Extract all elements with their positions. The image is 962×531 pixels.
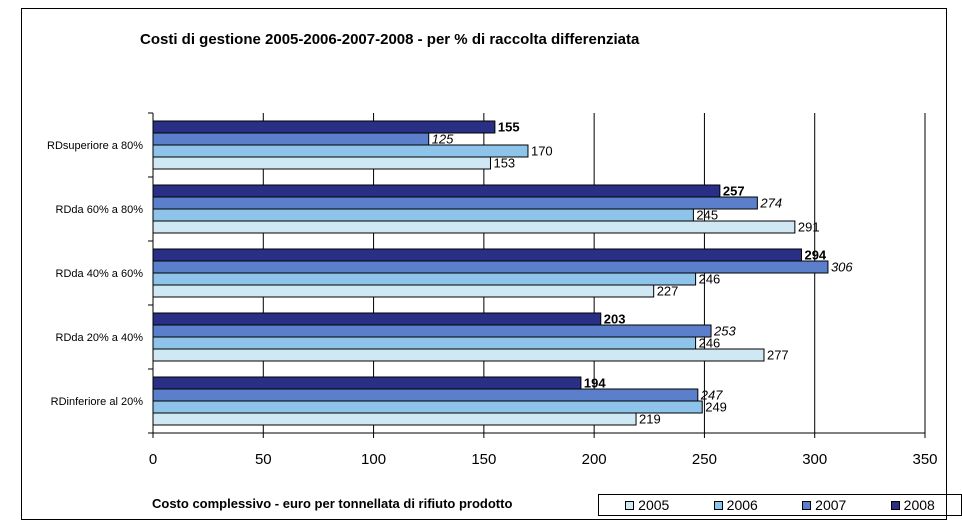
bar [152, 132, 430, 146]
bar [152, 412, 637, 426]
legend: 2005 2006 2007 2008 [598, 494, 962, 516]
data-label: 153 [493, 156, 515, 171]
category-label: RDda 20% a 40% [56, 332, 144, 344]
data-label: 294 [804, 248, 826, 263]
data-label: 247 [700, 388, 723, 403]
chart-frame: Costi di gestione 2005-2006-2007-2008 - … [21, 8, 962, 520]
data-label: 170 [531, 144, 553, 159]
data-label: 246 [699, 336, 721, 351]
category-label: RDda 40% a 60% [56, 268, 144, 280]
x-tick-label: 200 [582, 451, 607, 468]
data-label: 277 [767, 348, 789, 363]
bar [152, 220, 796, 234]
legend-label: 2007 [815, 497, 847, 513]
x-tick-label: 250 [692, 451, 717, 468]
x-axis-label: Costo complessivo - euro per tonnellata … [152, 496, 513, 511]
legend-swatch [713, 500, 723, 510]
bar [152, 260, 829, 274]
bar [152, 312, 602, 326]
legend-swatch [890, 500, 900, 510]
bar [152, 400, 703, 414]
x-tick-label: 100 [361, 451, 386, 468]
chart-title: Costi di gestione 2005-2006-2007-2008 - … [140, 31, 640, 48]
x-tick-label: 150 [471, 451, 496, 468]
bar-chart: 0 50 100 150 200 250 300 350 RDsuperiore a 80% 15… [47, 112, 938, 468]
legend-label: 2005 [638, 497, 670, 513]
bar [152, 208, 694, 222]
legend-swatch [802, 500, 812, 510]
data-label: 203 [604, 312, 626, 327]
category-label: RDsuperiore a 80% [47, 140, 143, 152]
x-tick-label: 50 [255, 451, 272, 468]
data-label: 227 [657, 284, 679, 299]
legend-label: 2006 [726, 497, 758, 513]
legend-item: 2008 [890, 497, 935, 513]
data-label: 155 [498, 120, 520, 135]
x-tick-label: 300 [802, 451, 827, 468]
bar [152, 376, 582, 390]
legend-item: 2007 [802, 497, 846, 513]
data-label: 219 [639, 412, 661, 427]
bar [152, 184, 721, 198]
category-label: RDda 60% a 80% [56, 204, 144, 216]
bar [152, 144, 529, 158]
data-label: 246 [699, 272, 721, 287]
bar [152, 196, 758, 210]
bar [152, 388, 699, 402]
legend-swatch [625, 500, 635, 510]
bar [152, 348, 765, 362]
data-label: 253 [713, 324, 736, 339]
data-label: 274 [759, 196, 782, 211]
category-label: RDinferiore al 20% [51, 396, 144, 408]
bar [152, 336, 697, 350]
x-tick-label: 350 [912, 451, 937, 468]
data-label: 245 [696, 208, 718, 223]
data-label: 249 [705, 400, 727, 415]
data-label: 125 [432, 132, 454, 147]
legend-item: 2005 [625, 497, 669, 513]
data-label: 194 [584, 376, 606, 391]
x-tick-label: 0 [149, 451, 157, 468]
bar [152, 156, 491, 170]
data-label: 291 [798, 220, 820, 235]
data-label: 257 [723, 184, 745, 199]
legend-label: 2008 [903, 497, 935, 513]
bar [152, 248, 802, 262]
bar [152, 324, 712, 338]
bar [152, 284, 655, 298]
bar [152, 272, 697, 286]
data-label: 306 [831, 260, 853, 275]
legend-item: 2006 [713, 497, 758, 513]
